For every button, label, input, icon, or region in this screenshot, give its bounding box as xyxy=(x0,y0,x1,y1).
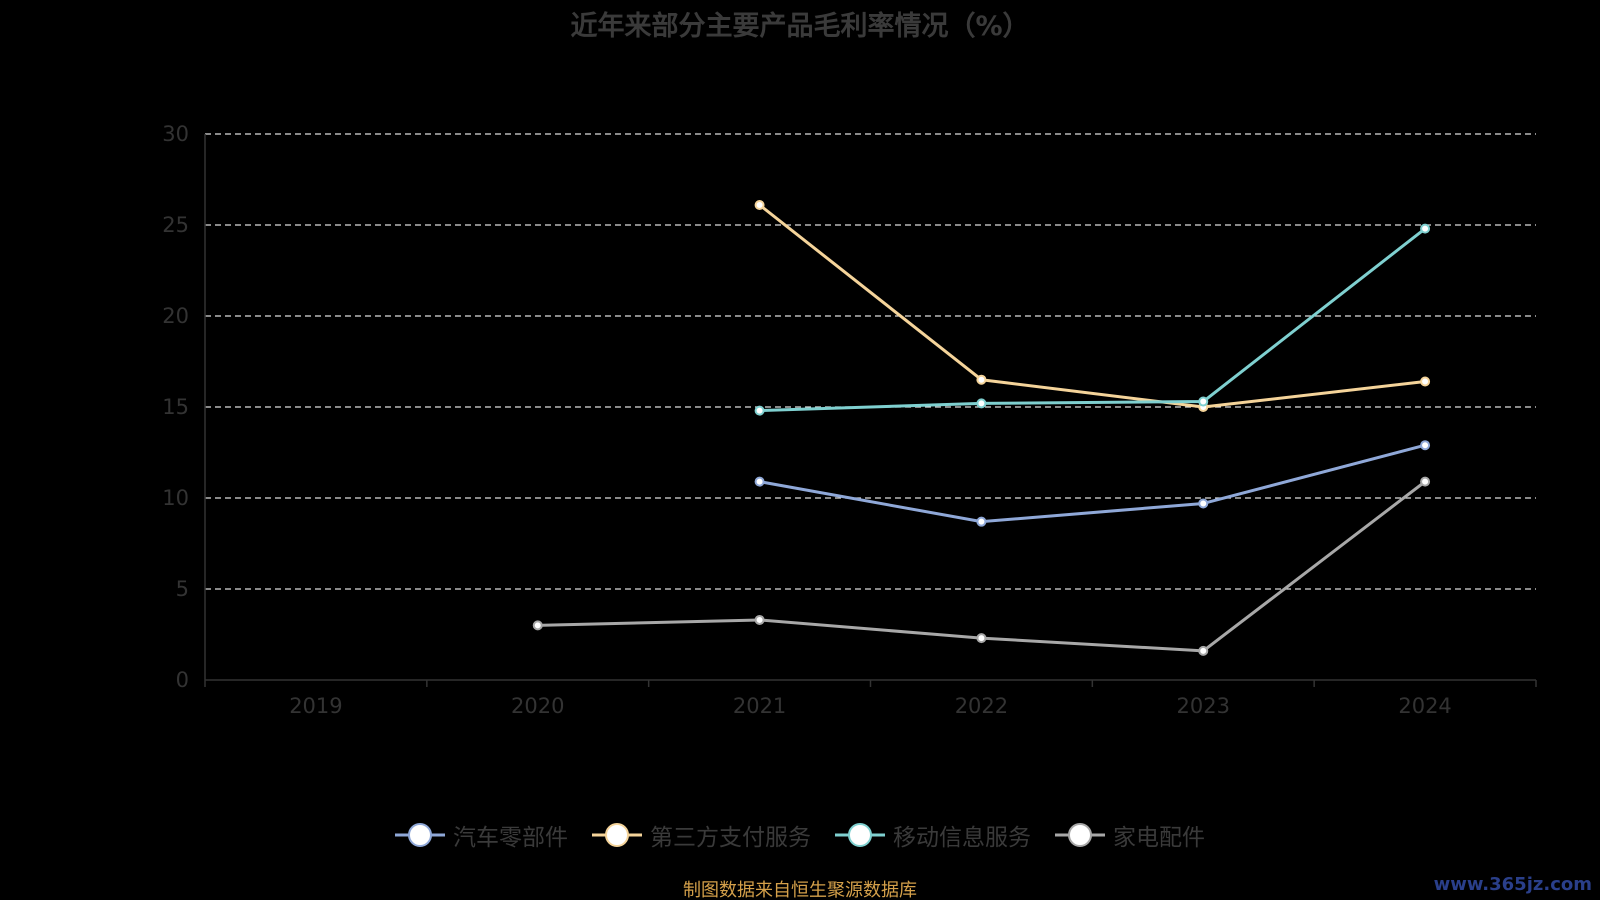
legend-item[interactable]: 第三方支付服务 xyxy=(592,818,811,852)
data-point[interactable] xyxy=(976,633,987,644)
legend-label: 移动信息服务 xyxy=(893,825,1031,851)
series-2 xyxy=(754,223,1431,416)
series-layer xyxy=(532,199,1431,656)
series-line xyxy=(758,203,1426,409)
data-point[interactable] xyxy=(754,614,765,625)
data-point[interactable] xyxy=(1420,476,1431,487)
data-point[interactable] xyxy=(1198,498,1209,509)
x-tick-label: 2020 xyxy=(511,694,564,718)
data-point[interactable] xyxy=(1198,396,1209,407)
y-tick-label: 5 xyxy=(176,577,189,601)
y-tick-label: 10 xyxy=(162,486,189,510)
data-point[interactable] xyxy=(754,476,765,487)
x-tick-label: 2024 xyxy=(1398,694,1451,718)
data-point[interactable] xyxy=(976,398,987,409)
data-point[interactable] xyxy=(754,405,765,416)
series-line xyxy=(759,227,1427,413)
legend-item[interactable]: 汽车零部件 xyxy=(395,818,568,852)
grid-layer xyxy=(205,133,1536,590)
y-tick-label: 0 xyxy=(176,668,189,692)
x-tick-label: 2021 xyxy=(733,694,786,718)
legend-label: 第三方支付服务 xyxy=(650,825,811,851)
y-tick-label: 15 xyxy=(162,395,189,419)
legend-item[interactable]: 移动信息服务 xyxy=(835,818,1031,852)
chart-title: 近年来部分主要产品毛利率情况（%） xyxy=(570,11,1030,42)
axis-layer: 0 5 10 15 20 25 30 2019 2020 2021 2022 2023 2024 xyxy=(162,122,1537,718)
legend-item[interactable]: 家电配件 xyxy=(1055,818,1205,852)
data-point[interactable] xyxy=(754,199,765,210)
line-chart: 0 5 10 15 20 25 30 2019 2020 2021 2022 2023 2024 xyxy=(162,122,1537,718)
y-tick-label: 30 xyxy=(162,122,189,146)
data-point[interactable] xyxy=(1420,376,1431,387)
source-note: 制图数据来自恒生聚源数据库 xyxy=(683,880,917,900)
legend-marker-icon xyxy=(835,823,885,847)
watermark-logo: www.365jz.com xyxy=(1433,874,1592,895)
x-tick-label: 2022 xyxy=(955,694,1008,718)
data-point[interactable] xyxy=(976,374,987,385)
series-line xyxy=(537,480,1426,653)
legend-label: 汽车零部件 xyxy=(453,825,568,851)
series-3 xyxy=(532,476,1431,656)
data-point[interactable] xyxy=(1420,440,1431,451)
legend: 汽车零部件 第三方支付服务 移动信息服务 家电配件 xyxy=(0,818,1600,852)
y-tick-label: 25 xyxy=(162,213,189,237)
legend-marker-icon xyxy=(592,823,642,847)
series-line xyxy=(759,443,1426,524)
legend-marker-icon xyxy=(1055,823,1105,847)
legend-label: 家电配件 xyxy=(1113,825,1205,851)
data-point[interactable] xyxy=(1420,223,1431,234)
x-tick-label: 2023 xyxy=(1177,694,1230,718)
data-point[interactable] xyxy=(1198,645,1209,656)
data-point[interactable] xyxy=(532,620,543,631)
y-tick-label: 20 xyxy=(162,304,189,328)
data-point[interactable] xyxy=(976,516,987,527)
legend-marker-icon xyxy=(395,823,445,847)
series-0 xyxy=(754,440,1431,527)
x-tick-label: 2019 xyxy=(289,694,342,718)
